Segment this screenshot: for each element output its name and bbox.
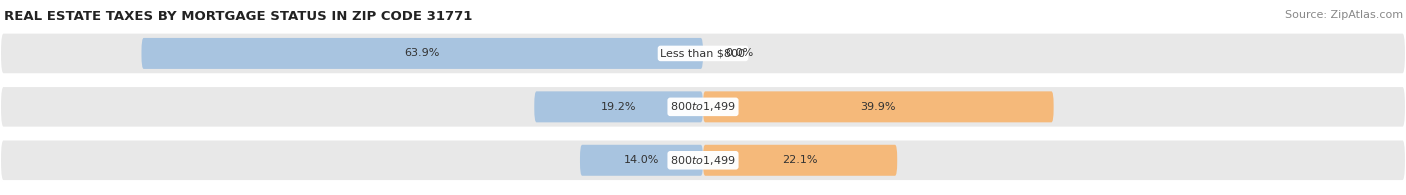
FancyBboxPatch shape [581,145,703,176]
FancyBboxPatch shape [703,91,1053,122]
FancyBboxPatch shape [0,33,1406,74]
FancyBboxPatch shape [0,86,1406,128]
Text: REAL ESTATE TAXES BY MORTGAGE STATUS IN ZIP CODE 31771: REAL ESTATE TAXES BY MORTGAGE STATUS IN … [4,10,472,23]
Text: 22.1%: 22.1% [782,155,818,165]
Text: 63.9%: 63.9% [405,48,440,58]
Text: 14.0%: 14.0% [624,155,659,165]
Text: Less than $800: Less than $800 [661,48,745,58]
Text: $800 to $1,499: $800 to $1,499 [671,154,735,167]
Text: 19.2%: 19.2% [600,102,637,112]
FancyBboxPatch shape [0,139,1406,181]
FancyBboxPatch shape [703,145,897,176]
FancyBboxPatch shape [534,91,703,122]
Text: $800 to $1,499: $800 to $1,499 [671,100,735,113]
Text: Source: ZipAtlas.com: Source: ZipAtlas.com [1285,10,1403,20]
Text: 0.0%: 0.0% [725,48,754,58]
FancyBboxPatch shape [142,38,703,69]
Text: 39.9%: 39.9% [860,102,896,112]
